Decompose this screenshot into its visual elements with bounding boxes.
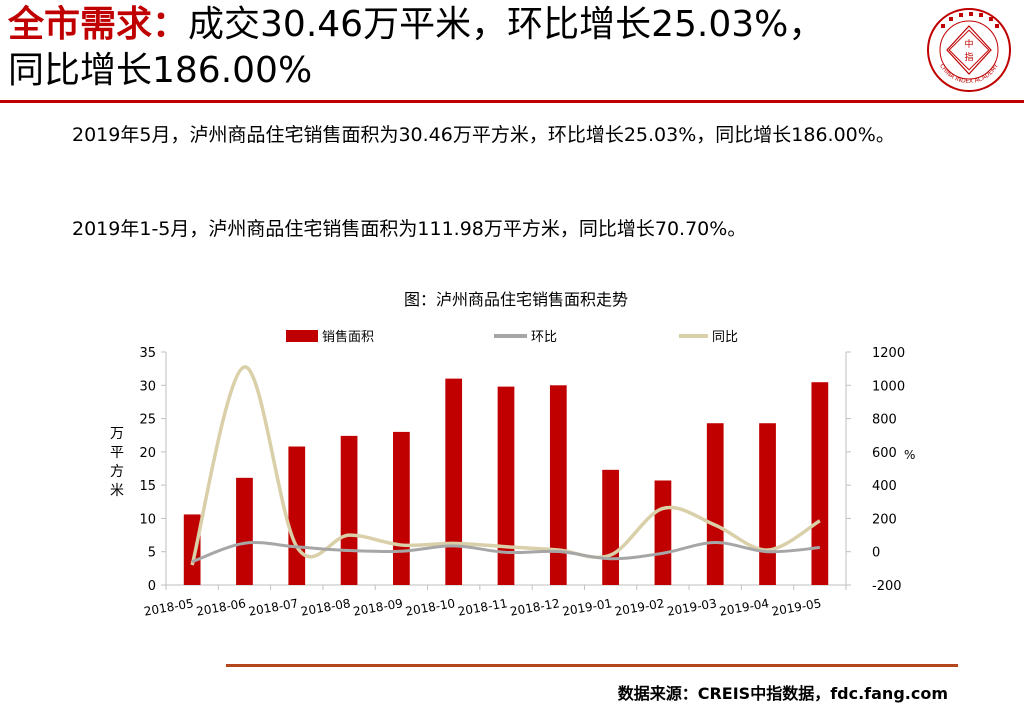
title-line2: 同比增长186.00% [8,50,313,91]
bar-sales-area [236,477,253,585]
y2-tick-label: 400 [872,479,897,494]
logo-char-bottom: 指 [964,51,973,63]
legend-label-mom: 环比 [531,330,557,345]
bar-sales-area [445,378,463,585]
bar-sales-area [288,446,306,585]
x-tick-label: 2018-09 [352,596,404,618]
bar-sales-area [393,431,410,585]
legend-label-yoy: 同比 [712,330,738,345]
x-tick-label: 2018-08 [300,596,352,618]
y-tick-label: 5 [148,546,156,561]
y-axis-label-char-1: 万 [110,426,124,442]
x-tick-label: 2018-12 [509,596,561,618]
y2-tick-label: 0 [872,546,880,561]
y-axis-label-char-4: 米 [110,483,124,499]
y-tick-label: 35 [139,346,156,361]
y2-tick-label: 800 [872,413,897,428]
plot-area: 0 5 10 15 20 25 30 35 -200 0 200 400 600 800 1000 1200 2… [139,346,905,619]
paragraph-monthly: 2019年5月，泸州商品住宅销售面积为30.46万平方米，环比增长25.03%，… [72,124,895,146]
y-tick-label: 20 [139,446,156,461]
y-axis-label-char-2: 平 [110,445,124,461]
chart-title: 图：泸州商品住宅销售面积走势 [404,290,628,309]
x-tick-label: 2018-05 [143,596,195,618]
chart-legend: 销售面积 环比 同比 [286,329,738,345]
bar-sales-area [497,386,515,585]
y-tick-label: 10 [139,512,156,527]
paragraph-ytd: 2019年1-5月，泸州商品住宅销售面积为111.98万平方米，同比增长70.7… [72,218,747,240]
china-index-academy-logo: 中 指 CHINA INDEX ACADEMY [927,8,1011,92]
bar-sales-area [706,423,724,585]
x-tick-label: 2018-07 [247,596,299,618]
title-prefix: 全市需求： [8,4,189,45]
y2-tick-label: 1200 [872,346,905,361]
bar-sales-area [340,435,358,585]
y-tick-label: 30 [139,379,156,394]
y2-tick-label: -200 [872,579,902,594]
legend-label-sales-area: 销售面积 [322,329,374,345]
bar-sales-area [183,514,201,585]
bar-sales-area [759,423,776,585]
line-series-yoy [190,365,821,566]
y2-tick-label: 600 [872,446,897,461]
page-title: 全市需求：成交30.46万平米，环比增长25.03%， 同比增长186.00% [8,2,908,94]
y2-axis-label: % [904,448,915,462]
title-divider [0,100,1024,103]
logo-char-top: 中 [964,38,973,50]
y-tick-label: 15 [139,479,156,494]
x-tick-label: 2019-05 [771,596,823,618]
x-tick-label: 2019-01 [561,596,613,618]
x-tick-label: 2019-03 [666,596,718,618]
y2-tick-label: 1000 [872,379,905,394]
y2-tick-label: 200 [872,512,897,527]
legend-swatch-sales-area [286,330,318,342]
y-tick-label: 25 [139,413,156,428]
y-tick-label: 0 [148,579,156,594]
x-tick-label: 2018-06 [195,596,247,618]
x-tick-label: 2018-10 [404,596,456,618]
x-tick-label: 2019-02 [614,596,666,618]
title-main: 成交30.46万平米，环比增长25.03%， [188,4,825,45]
y-axis-label-char-3: 方 [110,464,124,480]
bar-sales-area [602,469,619,585]
bar-sales-area [811,382,829,585]
footer-divider [226,664,958,667]
line-series-mom [191,541,820,564]
bar-sales-area [549,385,567,585]
x-tick-label: 2018-11 [457,596,509,618]
x-tick-label: 2019-04 [718,596,770,618]
data-source: 数据来源：CREIS中指数据，fdc.fang.com [617,684,948,703]
bar-sales-area [654,480,672,585]
